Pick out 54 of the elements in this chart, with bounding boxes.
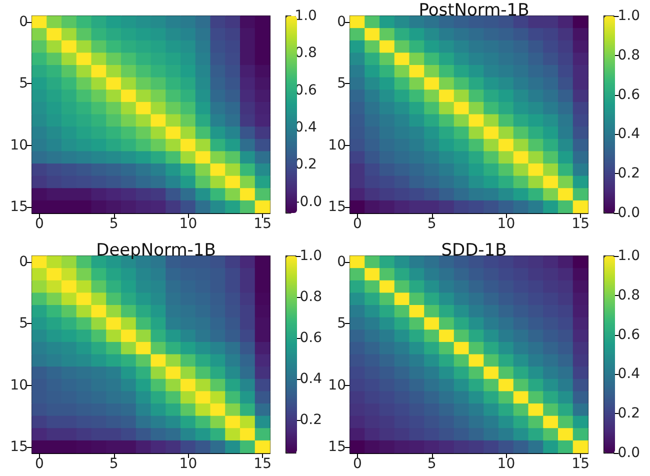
y-tick-label: 10 [10,137,28,154]
x-tick-label: 0 [352,456,362,472]
x-tick-label: 0 [352,216,362,232]
x-tick-label: 15 [254,456,272,472]
y-tick-label: 10 [328,377,346,394]
y-tick-label: 15 [328,438,346,455]
y-tick-label: 10 [328,137,346,154]
x-tick-label: 5 [109,456,118,472]
color-bar-label: 0.2 [618,406,640,422]
x-tick-label: 10 [179,216,198,232]
y-tick-label: 5 [337,316,346,332]
y-tick-label: 0 [337,254,346,270]
x-tick-label: 5 [427,456,436,472]
color-bar-label: 1.0 [294,8,317,24]
y-tick-label: 0 [19,254,28,270]
color-bar-label: 0.2 [300,412,322,428]
y-tick-label: 5 [19,76,28,92]
color-bar-label: -0.0 [294,194,322,210]
x-tick-label: 0 [34,456,44,472]
color-bar-label: 0.8 [618,47,640,64]
color-bar-label: 0.0 [618,205,640,221]
y-tick-label: 15 [328,198,346,215]
color-bar-label: 0.4 [618,366,640,382]
y-tick-label: 5 [19,316,28,332]
x-tick-label: 10 [497,216,516,232]
chart-title: DeepNorm-1B [96,240,216,260]
color-bar-label: 0.4 [618,126,640,142]
x-tick-label: 15 [572,456,590,472]
color-bar-label: 1.0 [300,248,322,264]
color-bar-label: 0.0 [618,445,640,461]
color-bar-label: 0.6 [300,330,322,346]
y-tick-label: 0 [337,14,346,30]
x-tick-label: 10 [179,456,198,472]
x-tick-label: 15 [254,216,272,232]
color-bar-label: 0.6 [618,326,640,343]
color-bar-label: 0.8 [618,287,640,304]
color-bar-label: 0.6 [618,86,640,103]
chart-title: SDD-1B [441,240,507,260]
color-bar-label: 1.0 [618,248,640,264]
color-bar-label: 0.2 [618,166,640,182]
chart-title: PostNorm-1B [418,0,530,20]
x-tick-label: 15 [572,216,590,232]
x-tick-label: 5 [427,216,436,232]
color-bar-label: 0.8 [300,289,322,306]
y-tick-label: 5 [337,76,346,92]
color-bar-label: 0.4 [300,371,322,388]
x-tick-label: 10 [497,456,516,472]
y-tick-label: 15 [10,198,28,215]
y-tick-label: 0 [19,14,28,30]
y-tick-label: 15 [10,438,28,455]
x-tick-label: 0 [34,216,44,232]
x-tick-label: 5 [109,216,118,232]
y-tick-label: 10 [10,377,28,394]
color-bar-label: 1.0 [618,8,640,24]
